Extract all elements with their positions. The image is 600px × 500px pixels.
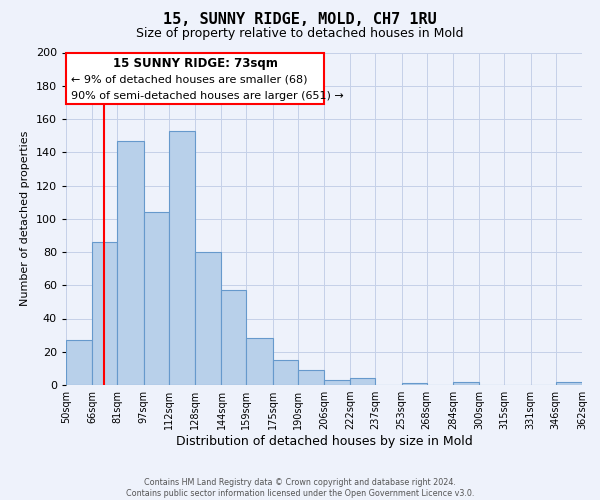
Bar xyxy=(169,130,195,385)
Bar xyxy=(66,340,92,385)
Bar xyxy=(453,382,479,385)
Bar xyxy=(556,382,582,385)
Text: 90% of semi-detached houses are larger (651) →: 90% of semi-detached houses are larger (… xyxy=(71,90,344,101)
Text: Contains HM Land Registry data © Crown copyright and database right 2024.
Contai: Contains HM Land Registry data © Crown c… xyxy=(126,478,474,498)
Bar xyxy=(117,140,144,385)
Bar xyxy=(298,370,324,385)
Bar xyxy=(221,290,246,385)
FancyBboxPatch shape xyxy=(66,52,324,104)
X-axis label: Distribution of detached houses by size in Mold: Distribution of detached houses by size … xyxy=(176,435,472,448)
Bar xyxy=(92,242,117,385)
Text: 15, SUNNY RIDGE, MOLD, CH7 1RU: 15, SUNNY RIDGE, MOLD, CH7 1RU xyxy=(163,12,437,28)
Bar xyxy=(273,360,298,385)
Y-axis label: Number of detached properties: Number of detached properties xyxy=(20,131,30,306)
Bar xyxy=(144,212,169,385)
Bar xyxy=(324,380,350,385)
Bar xyxy=(350,378,375,385)
Bar xyxy=(246,338,273,385)
Text: ← 9% of detached houses are smaller (68): ← 9% of detached houses are smaller (68) xyxy=(71,74,308,84)
Bar xyxy=(195,252,221,385)
Text: Size of property relative to detached houses in Mold: Size of property relative to detached ho… xyxy=(136,28,464,40)
Text: 15 SUNNY RIDGE: 73sqm: 15 SUNNY RIDGE: 73sqm xyxy=(113,58,277,70)
Bar xyxy=(402,384,427,385)
